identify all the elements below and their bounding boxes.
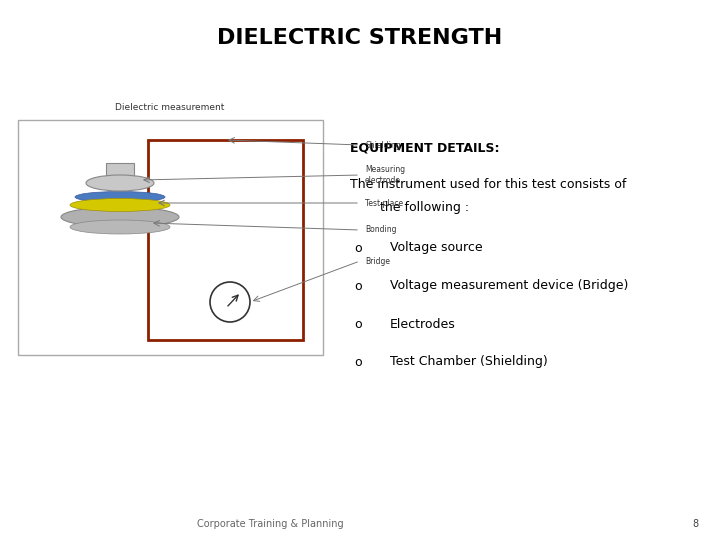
Text: Voltage source: Voltage source — [390, 241, 482, 254]
Text: Dielectric measurement: Dielectric measurement — [115, 103, 225, 112]
Ellipse shape — [86, 175, 154, 191]
Text: o: o — [354, 280, 362, 293]
Bar — [148, 140, 303, 340]
Text: Measuring
electrode: Measuring electrode — [365, 165, 405, 185]
Text: o: o — [354, 318, 362, 330]
Ellipse shape — [61, 207, 179, 227]
Text: o: o — [354, 241, 362, 254]
Circle shape — [210, 282, 250, 322]
Text: 8: 8 — [692, 519, 698, 529]
Ellipse shape — [75, 192, 165, 202]
Text: Electrodes: Electrodes — [390, 318, 456, 330]
Text: Test Chamber (Shielding): Test Chamber (Shielding) — [390, 355, 548, 368]
Text: Voltage measurement device (Bridge): Voltage measurement device (Bridge) — [390, 280, 629, 293]
Text: Bridge: Bridge — [365, 256, 390, 266]
Text: the following :: the following : — [380, 201, 469, 214]
Text: Corporate Training & Planning: Corporate Training & Planning — [197, 519, 343, 529]
Ellipse shape — [70, 220, 170, 234]
Bar — [106, 163, 134, 177]
Bar — [18, 120, 323, 355]
Text: EQUIPMENT DETAILS:: EQUIPMENT DETAILS: — [350, 141, 500, 154]
Ellipse shape — [70, 199, 170, 212]
Text: Bonding: Bonding — [365, 226, 397, 234]
Text: Shielding: Shielding — [365, 140, 400, 150]
Text: Test place: Test place — [365, 199, 403, 207]
Text: DIELECTRIC STRENGTH: DIELECTRIC STRENGTH — [217, 28, 503, 48]
Text: o: o — [354, 355, 362, 368]
Text: The instrument used for this test consists of: The instrument used for this test consis… — [350, 179, 626, 192]
